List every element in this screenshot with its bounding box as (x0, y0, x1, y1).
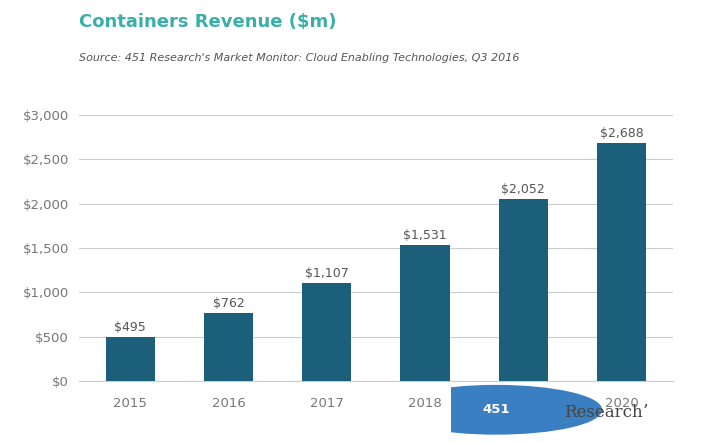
Bar (204, 314, 253, 381)
Text: $2,052: $2,052 (501, 183, 545, 196)
Text: 451: 451 (483, 403, 510, 416)
Text: $495: $495 (115, 321, 146, 334)
Text: Containers Revenue ($m): Containers Revenue ($m) (79, 13, 337, 31)
Bar (400, 245, 450, 381)
Bar (302, 283, 352, 381)
Text: Researchʼ: Researchʼ (564, 404, 649, 420)
Text: $2,688: $2,688 (599, 127, 644, 140)
Bar (498, 199, 548, 381)
Bar (106, 337, 155, 381)
Circle shape (391, 385, 601, 434)
Text: $1,531: $1,531 (403, 229, 447, 242)
Text: $1,107: $1,107 (305, 267, 349, 280)
Text: Source: 451 Research's Market Monitor: Cloud Enabling Technologies, Q3 2016: Source: 451 Research's Market Monitor: C… (79, 53, 519, 63)
Bar (597, 143, 646, 381)
Text: $762: $762 (213, 297, 244, 311)
